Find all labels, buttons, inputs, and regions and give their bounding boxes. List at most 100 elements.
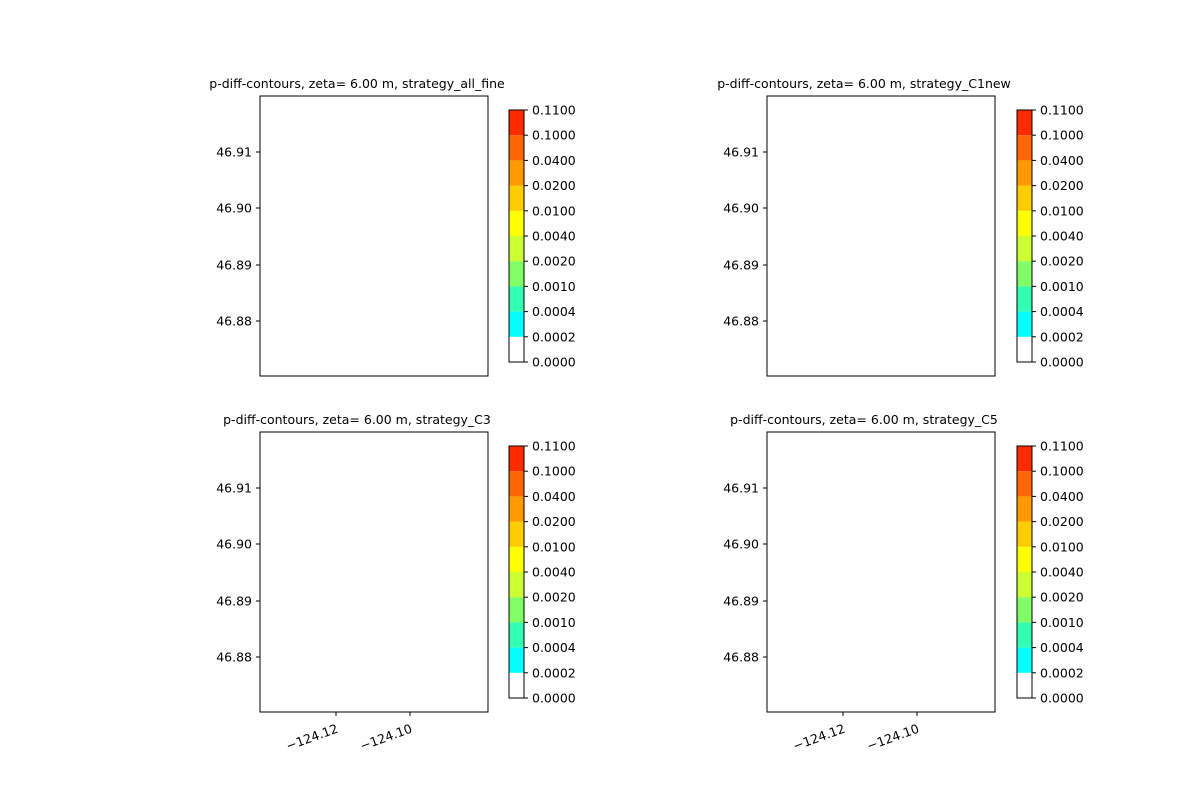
y-tick-label: 46.89 <box>723 594 759 609</box>
y-tick-label: 46.91 <box>216 145 252 160</box>
map-panel: p-diff-contours, zeta= 6.00 m, strategy_… <box>209 76 576 377</box>
colorbar-label: 0.0010 <box>1040 615 1084 630</box>
axes-frame <box>259 431 489 713</box>
axes-frame <box>766 431 996 713</box>
y-tick-label: 46.90 <box>723 201 759 216</box>
y-tick-label: 46.88 <box>216 314 252 329</box>
colorbar-band <box>1017 336 1032 362</box>
x-tick-label: −124.12 <box>284 721 340 754</box>
colorbar: 0.1100 0.1000 0.0400 0.0200 0.0100 0.0040 0.00… <box>508 103 576 370</box>
colorbar: 0.1100 0.1000 0.0400 0.0200 0.0100 0.0040 0.00… <box>1016 439 1084 706</box>
colorbar-label: 0.0040 <box>1040 565 1084 580</box>
colorbar: 0.1100 0.1000 0.0400 0.0200 0.0100 0.0040 0.00… <box>1016 103 1084 370</box>
colorbar-label: 0.0040 <box>1040 229 1084 244</box>
colorbar-label: 0.1000 <box>1040 464 1084 479</box>
colorbar-band <box>1017 261 1032 287</box>
map-area <box>260 432 488 712</box>
colorbar-band <box>1017 471 1032 497</box>
y-tick-label: 46.91 <box>723 145 759 160</box>
colorbar-label: 0.0040 <box>532 565 576 580</box>
colorbar-label: 0.0000 <box>1040 355 1084 370</box>
colorbar-label: 0.0002 <box>1040 665 1084 680</box>
panel-title: p-diff-contours, zeta= 6.00 m, strategy_… <box>223 412 491 427</box>
colorbar-band <box>509 185 524 211</box>
map-area <box>260 96 488 376</box>
colorbar-band <box>509 471 524 497</box>
y-tick-label: 46.88 <box>216 650 252 665</box>
colorbar-label: 0.0400 <box>532 489 576 504</box>
colorbar-label: 0.0010 <box>532 279 576 294</box>
colorbar-band <box>1017 311 1032 337</box>
colorbar-band <box>509 546 524 572</box>
map-panel: p-diff-contours, zeta= 6.00 m, strategy_… <box>216 412 576 754</box>
colorbar-label: 0.0010 <box>532 615 576 630</box>
axes-frame <box>259 95 489 377</box>
colorbar-band <box>509 236 524 262</box>
map-panel: p-diff-contours, zeta= 6.00 m, strategy_… <box>717 76 1084 377</box>
colorbar-label: 0.1100 <box>1040 439 1084 454</box>
colorbar-band <box>509 446 524 472</box>
colorbar-label: 0.0400 <box>1040 153 1084 168</box>
colorbar-label: 0.1000 <box>532 464 576 479</box>
colorbar-label: 0.0100 <box>532 203 576 218</box>
colorbar-band <box>509 496 524 522</box>
colorbar-band <box>509 336 524 362</box>
colorbar-band <box>1017 521 1032 547</box>
colorbar-band <box>509 210 524 236</box>
y-tick-label: 46.91 <box>723 481 759 496</box>
x-tick-label: −124.12 <box>791 721 847 754</box>
colorbar-label: 0.0004 <box>532 640 576 655</box>
y-tick-label: 46.90 <box>216 537 252 552</box>
colorbar-label: 0.0010 <box>1040 279 1084 294</box>
map-area <box>767 96 995 376</box>
colorbar-band <box>1017 236 1032 262</box>
map-panel: p-diff-contours, zeta= 6.00 m, strategy_… <box>723 412 1084 754</box>
colorbar-band <box>1017 446 1032 472</box>
colorbar-label: 0.0400 <box>1040 489 1084 504</box>
colorbar-label: 0.0400 <box>532 153 576 168</box>
colorbar-label: 0.0040 <box>532 229 576 244</box>
colorbar-label: 0.1000 <box>1040 128 1084 143</box>
colorbar-label: 0.0200 <box>1040 178 1084 193</box>
axes-frame <box>766 95 996 377</box>
colorbar-band <box>509 110 524 136</box>
colorbar-label: 0.1100 <box>1040 103 1084 118</box>
colorbar-band <box>1017 185 1032 211</box>
y-tick-label: 46.91 <box>216 481 252 496</box>
colorbar-band <box>1017 496 1032 522</box>
colorbar-label: 0.1100 <box>532 439 576 454</box>
x-tick-label: −124.10 <box>865 721 921 754</box>
y-tick-label: 46.89 <box>723 258 759 273</box>
colorbar-band <box>509 597 524 623</box>
colorbar-band <box>1017 135 1032 161</box>
colorbar-band <box>509 135 524 161</box>
y-tick-label: 46.90 <box>216 201 252 216</box>
colorbar-label: 0.0002 <box>532 665 576 680</box>
colorbar-band <box>1017 672 1032 698</box>
colorbar-label: 0.1000 <box>532 128 576 143</box>
colorbar-label: 0.0200 <box>532 178 576 193</box>
colorbar-label: 0.0002 <box>1040 329 1084 344</box>
colorbar-label: 0.0020 <box>1040 590 1084 605</box>
colorbar-band <box>509 672 524 698</box>
colorbar-label: 0.0004 <box>1040 640 1084 655</box>
colorbar-label: 0.0000 <box>1040 691 1084 706</box>
colorbar-band <box>1017 647 1032 673</box>
y-tick-label: 46.88 <box>723 650 759 665</box>
colorbar-band <box>509 261 524 287</box>
colorbar-band <box>1017 622 1032 648</box>
y-tick-label: 46.89 <box>216 594 252 609</box>
panel-title: p-diff-contours, zeta= 6.00 m, strategy_… <box>717 76 1011 91</box>
colorbar-label: 0.0020 <box>532 254 576 269</box>
colorbar-band <box>509 647 524 673</box>
colorbar-label: 0.0100 <box>532 539 576 554</box>
colorbar-label: 0.1100 <box>532 103 576 118</box>
colorbar-label: 0.0200 <box>532 514 576 529</box>
y-tick-label: 46.88 <box>723 314 759 329</box>
colorbar-band <box>509 572 524 598</box>
colorbar-label: 0.0002 <box>532 329 576 344</box>
colorbar: 0.1100 0.1000 0.0400 0.0200 0.0100 0.0040 0.00… <box>508 439 576 706</box>
colorbar-band <box>1017 160 1032 186</box>
colorbar-band <box>1017 546 1032 572</box>
